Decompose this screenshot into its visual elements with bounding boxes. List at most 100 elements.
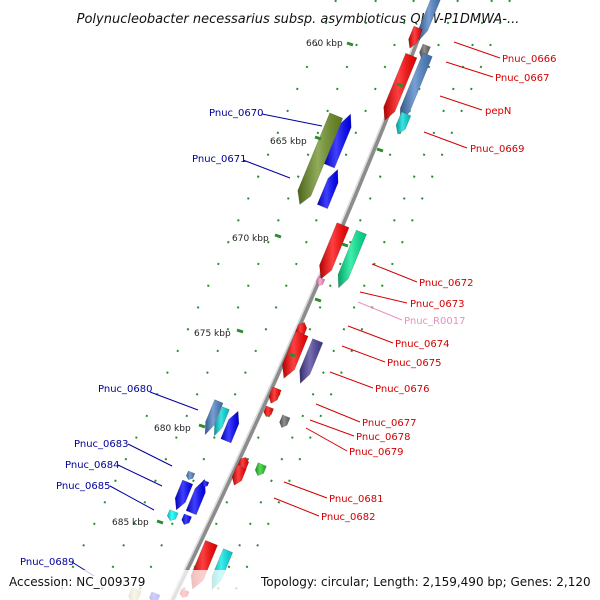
summary-text: Topology: circular; Length: 2,159,490 bp… [260, 575, 591, 589]
tick-label: 670 kbp [232, 234, 269, 244]
tick-mark [288, 352, 296, 358]
gene-feature[interactable] [204, 399, 224, 436]
gene-feature-shade [338, 230, 367, 288]
gene-feature-shade [279, 414, 290, 428]
gene-feature-shade [297, 112, 343, 205]
gene-feature[interactable] [418, 0, 441, 41]
tick-label: 660 kbp [306, 39, 343, 49]
leader-line [439, 95, 483, 111]
tick-label: 665 kbp [270, 137, 307, 147]
tick-label: 685 kbp [112, 518, 149, 528]
gene-feature-shade [400, 52, 433, 122]
leader-line [283, 481, 328, 499]
gene-label-right-rna[interactable]: Pnuc_R0017 [404, 316, 465, 327]
gene-feature-shade [319, 222, 349, 279]
gene-label-right[interactable]: Pnuc_0681 [329, 494, 383, 505]
gene-feature-shade [220, 411, 239, 443]
gene-label-left[interactable]: Pnuc_0689 [20, 557, 74, 568]
gene-feature-shade [214, 406, 230, 436]
gene-feature-shade [396, 111, 411, 135]
tick-mark [198, 423, 206, 429]
gene-label-right[interactable]: Pnuc_0666 [502, 54, 556, 65]
gene-feature-shade [237, 457, 249, 469]
leader-line [309, 419, 355, 437]
leader-line [329, 371, 374, 389]
tick-mark [156, 519, 164, 525]
gene-labels-left: Pnuc_0670 Pnuc_0671 Pnuc_0680 Pnuc_0683 … [20, 108, 263, 568]
gene-feature[interactable] [408, 25, 423, 49]
leader-line [315, 403, 361, 423]
gene-feature-shade [205, 399, 223, 435]
tick-mark [346, 41, 354, 47]
gene-label-right[interactable]: pepN [485, 106, 511, 117]
gene-feature[interactable] [315, 276, 326, 287]
tick-mark [396, 82, 404, 88]
gene-feature[interactable] [279, 414, 291, 429]
gene-feature-shade [316, 277, 325, 286]
gene-feature[interactable] [166, 509, 179, 521]
gene-feature-shade [263, 405, 274, 417]
footer-backdrop [0, 570, 600, 600]
tick-labels: 660 kbp 665 kbp 670 kbp 675 kbp 680 kbp … [112, 39, 343, 528]
gene-feature-shade [255, 462, 267, 476]
gene-feature[interactable] [185, 470, 196, 481]
gene-feature[interactable] [263, 405, 274, 417]
gene-feature-shade [186, 479, 206, 515]
leader-line [359, 291, 408, 304]
gene-label-left[interactable]: Pnuc_0683 [74, 439, 128, 450]
gene-label-right[interactable]: Pnuc_0676 [375, 384, 429, 395]
tick-mark [314, 297, 322, 303]
gene-label-left[interactable]: Pnuc_0670 [209, 108, 263, 119]
gene-feature[interactable] [295, 322, 308, 336]
map-title: Polynucleobacter necessarius subsp. asym… [77, 12, 520, 27]
guide-track [229, 0, 511, 600]
leader-line [242, 159, 291, 179]
gene-feature[interactable] [337, 229, 367, 289]
gene-feature[interactable] [181, 513, 192, 525]
gene-feature-shade [201, 480, 209, 487]
gene-feature[interactable] [299, 338, 324, 384]
gene-feature[interactable] [201, 479, 210, 488]
leader-line [423, 131, 468, 149]
gene-label-right[interactable]: Pnuc_0667 [495, 73, 549, 84]
gene-label-left[interactable]: Pnuc_0671 [192, 154, 246, 165]
leader-line [347, 325, 394, 344]
gene-feature-shade [268, 386, 282, 404]
tick-label: 675 kbp [194, 329, 231, 339]
tick-mark [314, 135, 322, 141]
gene-feature-shade [295, 322, 307, 336]
gene-feature-shade [181, 513, 192, 525]
gene-label-left[interactable]: Pnuc_0684 [65, 460, 119, 471]
gene-feature[interactable] [297, 112, 344, 205]
gene-label-right[interactable]: Pnuc_0682 [321, 512, 375, 523]
gene-feature[interactable] [316, 168, 339, 209]
gene-feature[interactable] [231, 464, 247, 486]
gene-feature[interactable] [254, 462, 267, 476]
tick-marks [156, 41, 404, 525]
gene-label-right[interactable]: Pnuc_0677 [362, 418, 416, 429]
gene-feature[interactable] [220, 410, 240, 444]
gene-label-right[interactable]: Pnuc_0679 [349, 447, 403, 458]
gene-feature[interactable] [237, 457, 250, 469]
gene-label-right[interactable]: Pnuc_0675 [387, 358, 441, 369]
gene-label-left[interactable]: Pnuc_0685 [56, 481, 110, 492]
tick-mark [341, 242, 349, 248]
leader-line [305, 427, 348, 452]
gene-label-left[interactable]: Pnuc_0680 [98, 384, 152, 395]
gene-label-right[interactable]: Pnuc_0678 [356, 432, 410, 443]
leader-line [127, 443, 173, 467]
gene-label-right[interactable]: Pnuc_0673 [410, 299, 464, 310]
gene-feature[interactable] [395, 111, 412, 135]
gene-label-right[interactable]: Pnuc_0669 [470, 144, 524, 155]
gene-feature[interactable] [323, 113, 352, 169]
gene-label-right[interactable]: Pnuc_0674 [395, 339, 449, 350]
gene-feature-shade [186, 471, 195, 480]
gene-label-right[interactable]: Pnuc_0672 [419, 278, 473, 289]
gene-feature[interactable] [174, 479, 194, 511]
gene-feature-shade [324, 114, 352, 168]
gene-feature[interactable] [319, 222, 350, 280]
gene-feature[interactable] [268, 386, 282, 404]
leader-line [149, 391, 199, 411]
gene-feature[interactable] [213, 406, 230, 437]
gene-feature[interactable] [383, 52, 418, 122]
